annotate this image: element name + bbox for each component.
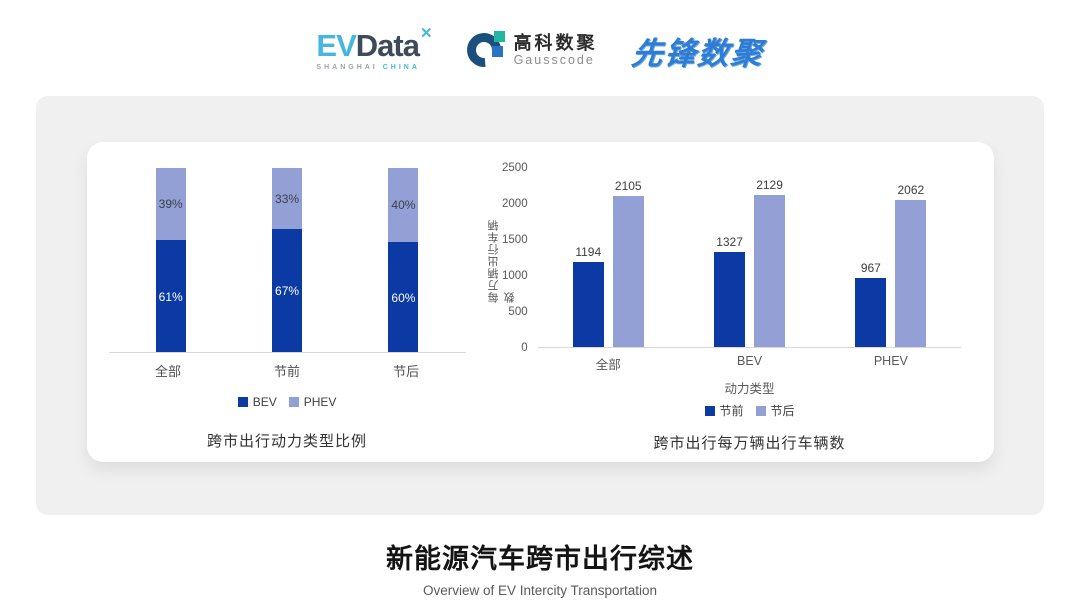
category-label: BEV <box>737 354 763 368</box>
header-logos: EV Data ✕ SHANGHAI CHINA 高科数聚 Gausscode … <box>0 0 1080 96</box>
legend-swatch-icon <box>704 405 715 416</box>
chart-title: 跨市出行动力类型比例 <box>207 433 368 450</box>
phev-segment: 39% <box>155 168 186 241</box>
bar-column: 39% 61% <box>113 168 229 353</box>
bar-column: 40% 60% <box>345 168 461 353</box>
grouped-plot-area: 1194 2105 1327 2129 967 2062 <box>537 168 962 348</box>
post-holiday-bar: 2105 <box>612 179 644 348</box>
charts-card: 39% 61% 33% 67% 40% 60% 全部 节前 节后 BEV PHEV 跨市出行动力类型比… <box>86 142 994 462</box>
gausscode-teal-square <box>493 31 505 42</box>
category-label: PHEV <box>873 354 908 368</box>
stacked-bar-chart: 39% 61% 33% 67% 40% 60% 全部 节前 节后 BEV PHEV 跨市出行动力类型比… <box>108 168 466 462</box>
chart-legend: 节前 节后 <box>538 402 962 419</box>
pre-holiday-bar: 967 <box>855 261 887 348</box>
phev-value-label: 39% <box>158 197 183 212</box>
legend-item: PHEV <box>288 395 337 409</box>
bar-group: 1194 2105 <box>538 168 679 348</box>
gausscode-en-text: Gausscode <box>513 53 595 68</box>
legend-label: 节后 <box>770 404 795 418</box>
stacked-bar: 33% 67% <box>272 168 303 353</box>
phev-segment: 40% <box>388 168 419 242</box>
main-title: 新能源汽车跨市出行综述 <box>386 544 694 574</box>
category-label: 节后 <box>393 364 420 379</box>
bev-value-label: 61% <box>158 289 183 304</box>
phev-segment: 33% <box>272 168 303 230</box>
y-tick-label: 2500 <box>502 161 528 174</box>
x-axis-line <box>108 352 466 353</box>
grouped-bar-chart: 每万辆出行车辆数 0 500 1000 1500 2000 2500 1194 2105 1327… <box>466 162 980 462</box>
bar-column: 33% 67% <box>229 168 345 353</box>
gausscode-cn-text: 高科数聚 <box>513 32 598 53</box>
evdata-shanghai-text: SHANGHAI <box>316 63 378 71</box>
legend-item: 节前 <box>704 402 744 419</box>
gausscode-blue-square <box>491 46 503 57</box>
stacked-plot-area: 39% 61% 33% 67% 40% 60% <box>108 168 466 353</box>
y-tick-label: 500 <box>508 305 528 318</box>
evdata-china-text: CHINA <box>382 63 420 71</box>
bev-value-label: 67% <box>275 284 300 299</box>
pre-holiday-bar: 1327 <box>714 235 746 348</box>
bev-value-label: 60% <box>391 290 416 305</box>
legend-item: BEV <box>237 395 277 409</box>
category-label: 全部 <box>595 358 621 372</box>
y-tick-label: 0 <box>521 341 528 354</box>
pre-holiday-bar: 1194 <box>572 245 604 348</box>
chart-legend: BEV PHEV <box>109 395 466 409</box>
phev-value-label: 40% <box>391 198 416 212</box>
bar-value-label: 2129 <box>756 177 783 192</box>
evdata-wordmark: EV Data ✕ <box>316 26 432 63</box>
gausscode-wordmark: 高科数聚 Gausscode <box>514 33 598 68</box>
evdata-spark-icon: ✕ <box>419 24 433 42</box>
y-tick-label: 2000 <box>502 197 528 210</box>
subtitle: Overview of EV Intercity Transportation <box>422 583 658 598</box>
dashboard-panel: 39% 61% 33% 67% 40% 60% 全部 节前 节后 BEV PHEV 跨市出行动力类型比… <box>36 96 1044 515</box>
category-label: 节前 <box>274 364 301 379</box>
y-axis-title: 每万辆出行车辆数 <box>487 219 516 303</box>
post-holiday-bar: 2062 <box>895 183 927 348</box>
bev-segment: 67% <box>272 229 303 353</box>
gausscode-g-icon <box>459 26 508 74</box>
stacked-bar: 40% 60% <box>388 168 419 353</box>
phev-value-label: 33% <box>275 191 300 206</box>
stacked-bar: 39% 61% <box>155 168 186 353</box>
evdata-ev-text: EV <box>316 27 356 63</box>
evdata-logo: EV Data ✕ SHANGHAI CHINA <box>316 26 432 71</box>
legend-swatch-icon <box>237 397 248 407</box>
evdata-tagline: SHANGHAI CHINA <box>316 64 419 71</box>
evdata-data-text: Data <box>355 27 420 63</box>
legend-swatch-icon <box>288 397 299 407</box>
xianfeng-shuju-logo: 先锋数聚 <box>629 35 766 71</box>
category-labels: 全部 BEV PHEV <box>538 354 962 373</box>
category-label: 全部 <box>155 364 182 379</box>
y-tick-label: 1500 <box>502 233 528 246</box>
caption-block: 新能源汽车跨市出行综述 Overview of EV Intercity Tra… <box>0 537 1080 598</box>
bar-group: 967 2062 <box>820 168 961 348</box>
y-tick-label: 1000 <box>502 269 528 282</box>
legend-label: 节前 <box>719 404 744 418</box>
chart-title: 跨市出行每万辆出行车辆数 <box>653 435 846 452</box>
plot-wrap: 每万辆出行车辆数 0 500 1000 1500 2000 2500 1194 2105 1327… <box>488 162 962 354</box>
bev-segment: 61% <box>155 240 186 353</box>
x-axis-line <box>537 347 962 348</box>
legend-swatch-icon <box>755 405 766 416</box>
legend-label: BEV <box>252 395 277 409</box>
bar-value-label: 1194 <box>575 245 602 260</box>
category-labels: 全部 节前 节后 <box>109 361 466 380</box>
bar-value-label: 2105 <box>614 179 642 194</box>
bar-group: 1327 2129 <box>679 168 820 348</box>
bar-value-label: 2062 <box>897 182 925 197</box>
bar-value-label: 1327 <box>716 235 743 250</box>
legend-label: PHEV <box>303 395 337 409</box>
bev-segment: 60% <box>388 242 419 353</box>
legend-item: 节后 <box>755 402 795 419</box>
bar-value-label: 967 <box>860 261 881 276</box>
post-holiday-bar: 2129 <box>754 178 786 348</box>
x-axis-title: 动力类型 <box>724 382 775 396</box>
gausscode-logo: 高科数聚 Gausscode <box>459 26 598 74</box>
